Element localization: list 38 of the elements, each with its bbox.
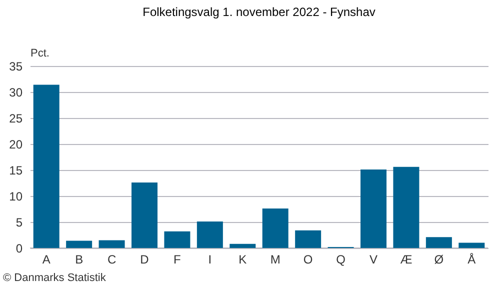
bar [98, 240, 125, 248]
x-tick-label: C [107, 252, 116, 266]
x-tick-label: D [140, 252, 150, 266]
x-tick-label: Å [468, 252, 476, 266]
bar [393, 166, 420, 248]
text: © Danmarks Statistik [3, 272, 106, 282]
bar [262, 208, 288, 248]
bar [196, 221, 223, 248]
y-tick-label: 0 [16, 242, 23, 256]
x-tick-label: B [75, 252, 84, 266]
bar [458, 242, 485, 248]
bar [132, 182, 158, 248]
y-tick-label: 10 [9, 190, 23, 204]
y-tick-label: 20 [9, 138, 23, 152]
x-tick-label: A [42, 252, 50, 266]
x-tick-label: K [238, 252, 247, 266]
x-tick-label: F [174, 252, 181, 266]
bar [426, 237, 452, 248]
y-tick-label: 15 [9, 164, 23, 178]
bar [295, 230, 322, 248]
x-tick-label: Ø [434, 252, 444, 266]
y-tick-label: 30 [9, 86, 23, 100]
x-tick-label: M [270, 252, 280, 266]
bar [66, 240, 92, 248]
bar [33, 84, 60, 248]
bar [230, 244, 256, 248]
y-tick-label: 5 [16, 216, 23, 230]
x-tick-label: V [369, 252, 378, 266]
y-axis-title: Pct. [30, 48, 50, 60]
y-tick-label: 25 [9, 112, 23, 126]
bar [360, 169, 386, 248]
x-tick-label: I [208, 252, 212, 266]
x-tick-label: O [303, 252, 313, 266]
bar [164, 231, 190, 248]
x-tick-label: Q [336, 252, 346, 266]
chart-title: Folketingsvalg 1. november 2022 - Fynshav [142, 5, 376, 19]
y-tick-label: 35 [9, 60, 23, 74]
x-tick-label: Æ [400, 252, 412, 266]
